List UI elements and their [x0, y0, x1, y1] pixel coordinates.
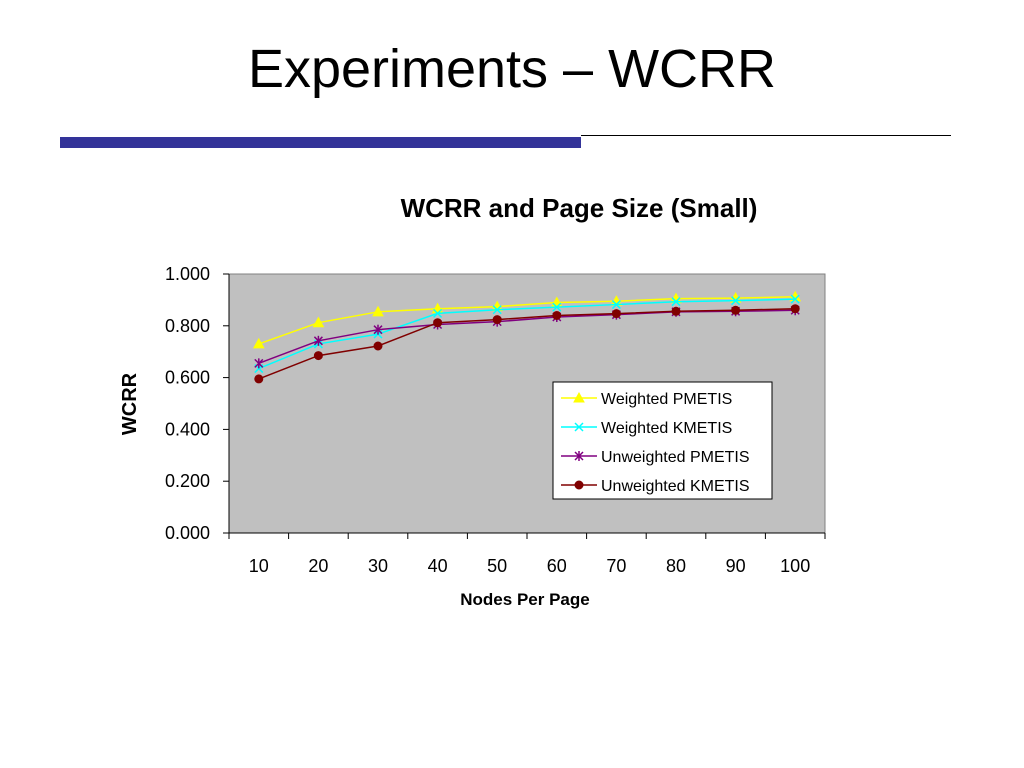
slide-title: Experiments – WCRR — [247, 39, 777, 99]
star-marker — [254, 358, 264, 369]
y-tick-label: 0.800 — [165, 316, 210, 336]
star-marker — [313, 335, 323, 346]
x-tick-label: 80 — [666, 556, 686, 576]
triangle-marker — [573, 391, 585, 403]
circle-marker — [611, 309, 621, 319]
x-marker — [433, 308, 443, 318]
circle-marker — [492, 315, 502, 325]
x-marker-stroke — [731, 296, 741, 306]
circle-marker — [552, 310, 562, 320]
legend-item: Weighted PMETIS — [561, 391, 732, 408]
series-line — [258, 309, 796, 365]
x-marker — [790, 294, 800, 304]
x-marker — [611, 300, 621, 310]
title-underline-accent — [60, 137, 581, 148]
triangle-marker — [372, 305, 384, 317]
x-marker-stroke — [574, 422, 584, 432]
x-marker-stroke — [552, 302, 562, 312]
y-axis-label: WCRR — [119, 372, 141, 435]
x-marker-stroke — [790, 294, 800, 304]
x-tick-label: 40 — [428, 556, 448, 576]
legend-label: Weighted PMETIS — [601, 391, 732, 408]
circle-marker — [671, 306, 681, 316]
x-tick-label: 70 — [606, 556, 626, 576]
x-marker — [574, 422, 584, 432]
x-tick-label: 90 — [726, 556, 746, 576]
x-tick-label: 20 — [308, 556, 328, 576]
triangle-marker — [312, 316, 325, 328]
series-unweighted-kmetis — [254, 304, 800, 384]
series-line — [258, 296, 796, 345]
title-underline-thin — [581, 135, 951, 136]
x-tick-label: 60 — [547, 556, 567, 576]
x-axis-label: Nodes Per Page — [460, 590, 589, 609]
axes: 0.000 0.200 0.400 0.600 0.800 1.000 10 20 30 40 50… — [165, 264, 826, 576]
y-tick-label: 0.600 — [165, 368, 210, 388]
circle-marker — [313, 351, 323, 361]
y-tick-label: 0.200 — [165, 471, 210, 491]
y-tick-label: 1.000 — [165, 264, 210, 284]
x-marker — [731, 296, 741, 306]
series-line — [258, 307, 796, 380]
y-tick-label: 0.400 — [165, 419, 210, 439]
x-marker — [492, 305, 502, 315]
x-marker — [671, 297, 681, 307]
triangle-marker — [252, 337, 265, 349]
series-layer — [252, 290, 802, 384]
circle-marker — [731, 305, 741, 315]
x-tick-label: 30 — [368, 556, 388, 576]
x-marker-stroke — [492, 305, 502, 315]
legend-label: Weighted KMETIS — [601, 420, 732, 437]
circle-marker — [574, 480, 584, 490]
circle-marker — [433, 318, 443, 328]
x-tick-label: 10 — [249, 556, 269, 576]
legend-box — [552, 381, 773, 500]
x-marker-stroke — [611, 300, 621, 310]
chart-legend: Weighted PMETIS Weighted KMETIS Unweighted… — [552, 381, 773, 500]
x-tick-label: 100 — [780, 556, 810, 576]
legend-item: Unweighted KMETIS — [561, 478, 750, 495]
circle-marker — [254, 374, 264, 384]
series-line — [258, 298, 796, 370]
legend-item: Unweighted PMETIS — [561, 449, 750, 466]
legend-item: Weighted KMETIS — [561, 420, 732, 437]
circle-marker — [373, 341, 383, 351]
x-tick-label: 50 — [487, 556, 507, 576]
x-marker-stroke — [671, 297, 681, 307]
x-marker — [552, 302, 562, 312]
star-marker — [574, 451, 584, 461]
series-weighted-kmetis — [254, 294, 800, 374]
legend-label: Unweighted PMETIS — [601, 449, 750, 466]
circle-marker — [790, 304, 800, 314]
x-marker-stroke — [433, 308, 443, 318]
star-marker — [373, 324, 383, 335]
chart-title: WCRR and Page Size (Small) — [401, 193, 758, 223]
legend-label: Unweighted KMETIS — [601, 478, 750, 495]
y-tick-label: 0.000 — [165, 523, 210, 543]
